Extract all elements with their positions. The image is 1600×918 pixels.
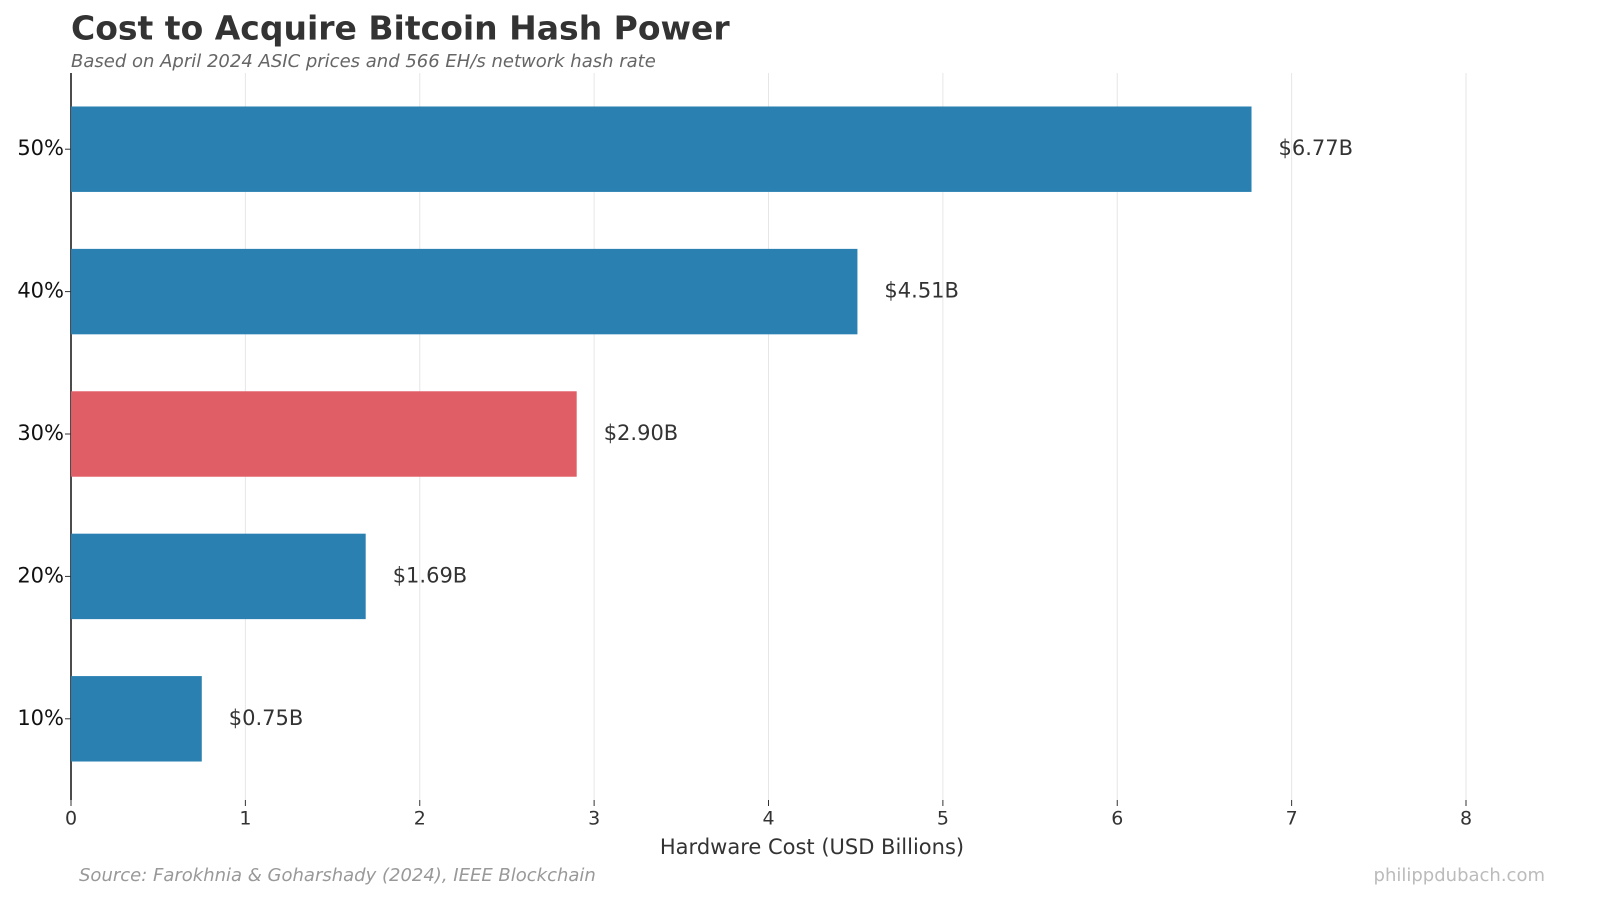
x-axis-label: Hardware Cost (USD Billions) xyxy=(660,835,964,859)
value-label: $1.69B xyxy=(393,563,468,587)
y-tick-label: 20% xyxy=(17,563,64,587)
watermark: philippdubach.com xyxy=(1374,865,1545,886)
bar xyxy=(71,248,858,335)
chart-title: Cost to Acquire Bitcoin Hash Power xyxy=(71,9,730,48)
value-label: $0.75B xyxy=(229,706,304,730)
x-tick-label: 1 xyxy=(239,808,251,830)
y-tick-label: 40% xyxy=(17,279,64,303)
x-tick-label: 2 xyxy=(414,808,426,830)
bar xyxy=(71,533,366,620)
bar xyxy=(71,391,577,477)
y-tick-label: 50% xyxy=(17,136,64,160)
y-tick-label: 10% xyxy=(17,706,64,730)
bar xyxy=(71,676,202,762)
x-tick-label: 8 xyxy=(1460,808,1472,830)
x-tick-label: 4 xyxy=(762,808,774,830)
value-label: $4.51B xyxy=(884,279,959,303)
y-tick-label: 30% xyxy=(17,421,64,445)
x-tick-label: 7 xyxy=(1286,808,1298,830)
x-tick-label: 0 xyxy=(65,808,77,830)
value-label: $2.90B xyxy=(604,421,679,445)
x-tick-label: 5 xyxy=(937,808,949,830)
source-note: Source: Farokhnia & Goharshady (2024), I… xyxy=(79,865,596,886)
chart-subtitle: Based on April 2024 ASIC prices and 566 … xyxy=(71,51,656,72)
bar xyxy=(71,106,1252,192)
value-label: $6.77B xyxy=(1279,136,1354,160)
x-tick-label: 6 xyxy=(1111,808,1123,830)
x-tick-label: 3 xyxy=(588,808,600,830)
